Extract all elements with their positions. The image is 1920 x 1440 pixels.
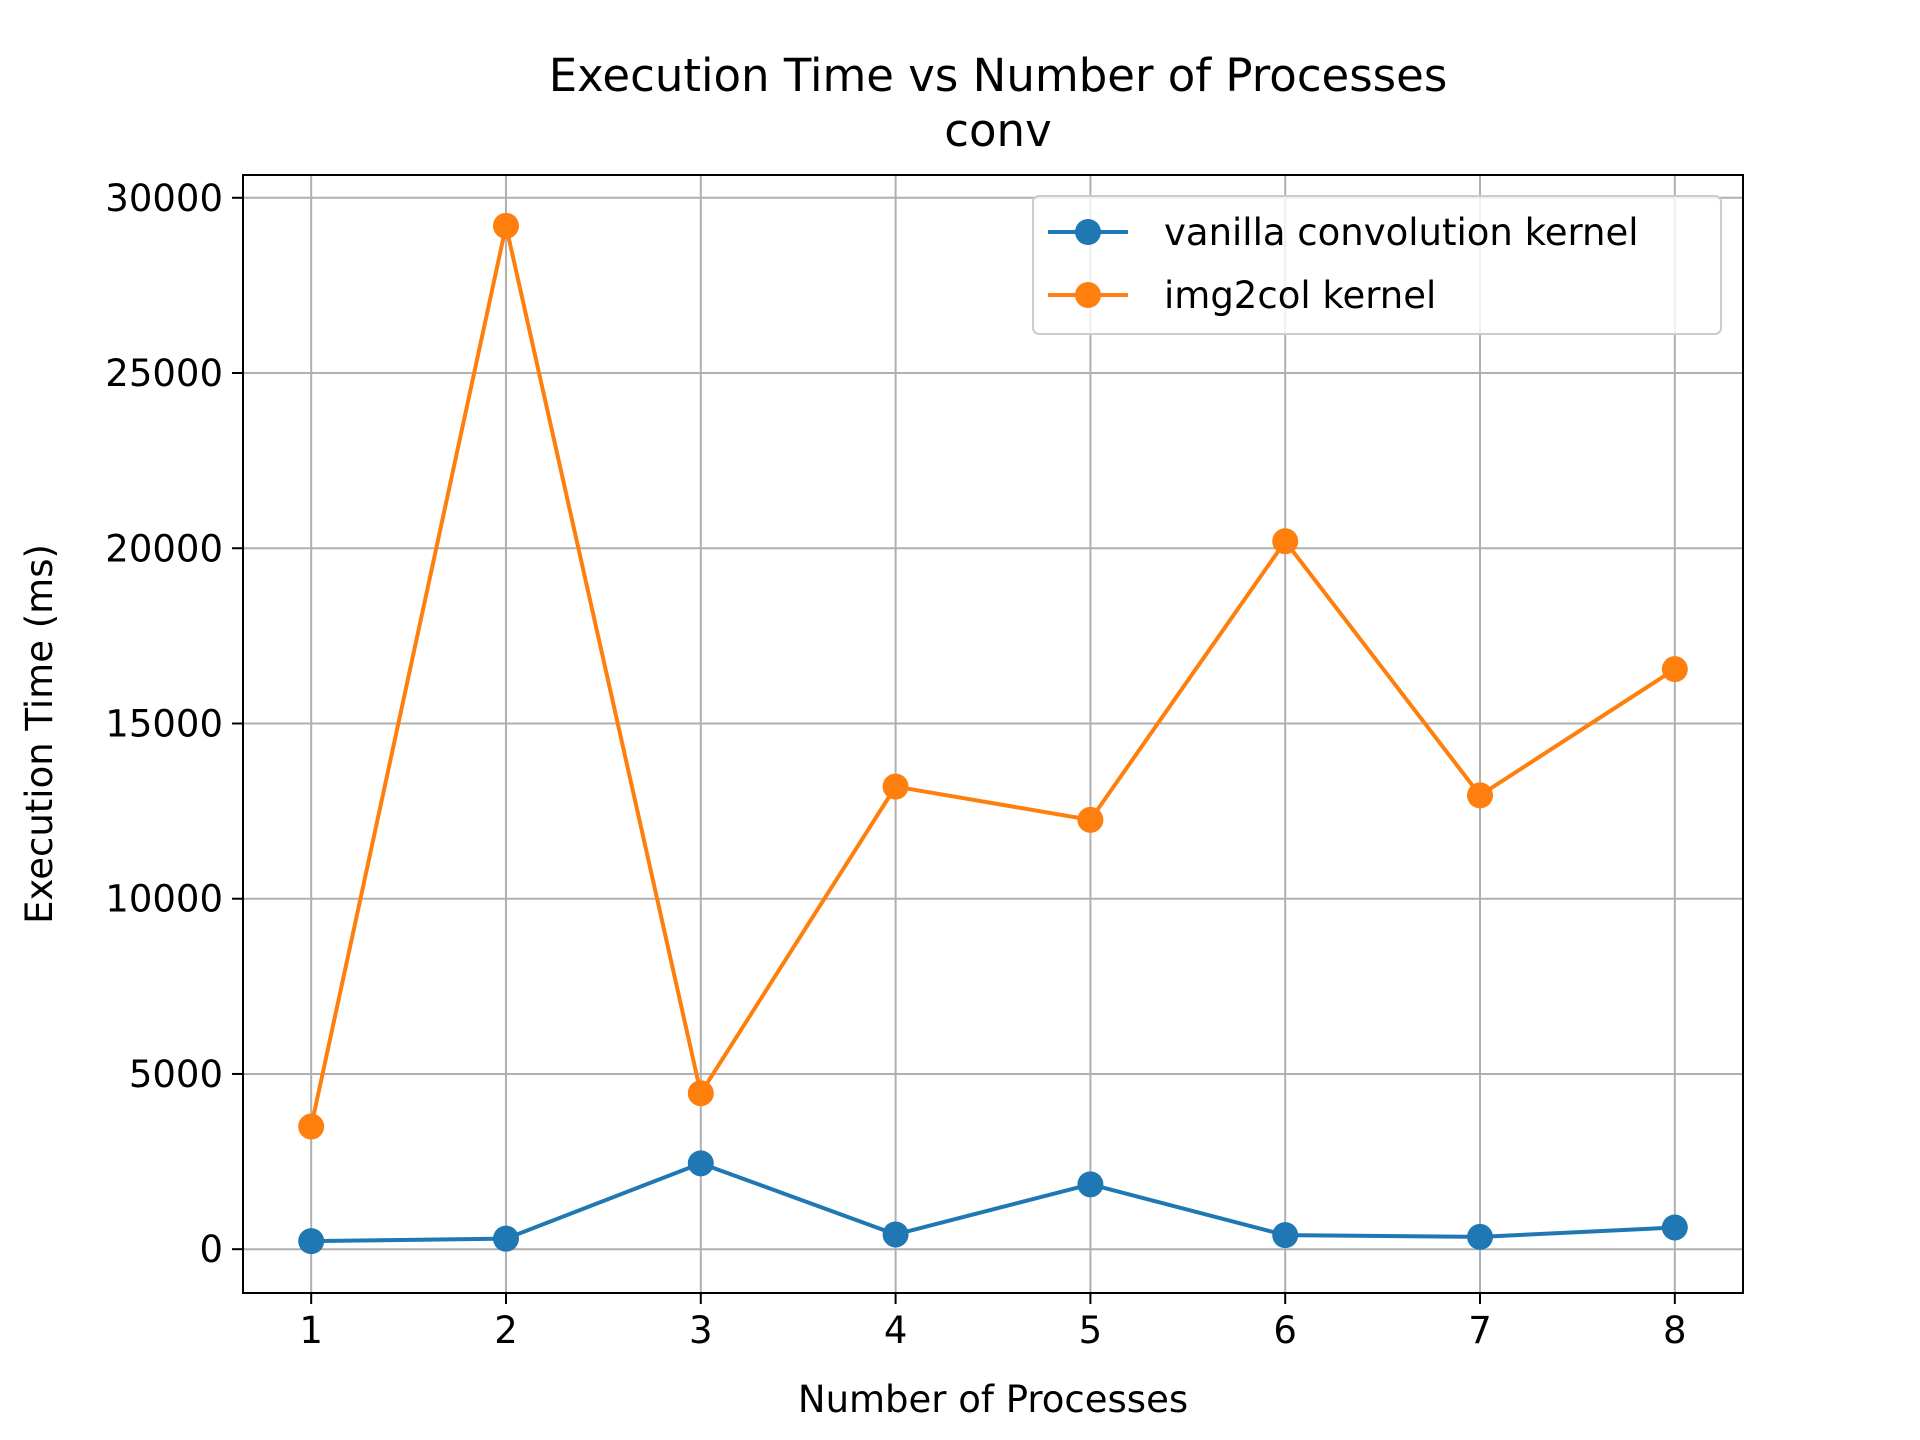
chart-title: Execution Time vs Number of Processes: [549, 49, 1448, 102]
y-tick-label: 25000: [105, 352, 223, 395]
plot-frame: [242, 174, 1744, 1294]
series-line-2: [308, 223, 1678, 1129]
y-tick-label: 15000: [105, 702, 223, 745]
data-point: [687, 1150, 714, 1177]
data-point: [1077, 1171, 1104, 1198]
data-point: [298, 1228, 325, 1255]
legend: vanilla convolution kernel img2col kernel: [1032, 195, 1722, 335]
data-point: [298, 1113, 325, 1140]
legend-label-1: vanilla convolution kernel: [1164, 211, 1639, 254]
data-point: [1467, 1223, 1494, 1250]
axis-ticks: 1 2 3 4 5 6 7 8 0 5000 10000 15000 20000 25000 30000: [105, 177, 1686, 1352]
x-tick-label: 3: [689, 1309, 713, 1352]
x-tick-label: 1: [299, 1309, 323, 1352]
data-point: [882, 1221, 909, 1248]
data-point: [1272, 528, 1299, 555]
data-point: [1467, 782, 1494, 809]
data-point: [492, 1225, 519, 1252]
x-tick-label: 5: [1079, 1309, 1103, 1352]
grid: [243, 175, 1743, 1293]
y-tick-label: 5000: [129, 1053, 223, 1096]
series-line-1: [309, 1161, 1677, 1244]
data-point: [1272, 1222, 1299, 1249]
x-tick-label: 6: [1273, 1309, 1297, 1352]
x-tick-label: 4: [884, 1309, 908, 1352]
legend-marker-2: [1075, 282, 1101, 308]
data-point: [492, 212, 519, 239]
y-tick-label: 10000: [105, 878, 223, 921]
x-axis-label: Number of Processes: [798, 1378, 1188, 1421]
y-tick-label: 0: [199, 1228, 223, 1271]
legend-marker-1: [1075, 219, 1101, 245]
y-axis-label: Execution Time (ms): [18, 544, 61, 924]
x-tick-label: 8: [1663, 1309, 1687, 1352]
y-tick-label: 20000: [105, 527, 223, 570]
data-point: [1661, 1214, 1688, 1241]
y-tick-label: 30000: [105, 177, 223, 220]
legend-label-2: img2col kernel: [1164, 274, 1436, 317]
data-point: [882, 773, 909, 800]
legend-box: [1032, 195, 1722, 335]
data-point: [687, 1080, 714, 1107]
chart-subtitle: conv: [944, 104, 1051, 157]
data-point: [1661, 656, 1688, 683]
x-tick-label: 2: [494, 1309, 518, 1352]
x-tick-label: 7: [1468, 1309, 1492, 1352]
series-group: [298, 212, 1688, 1255]
data-point: [1077, 806, 1104, 833]
